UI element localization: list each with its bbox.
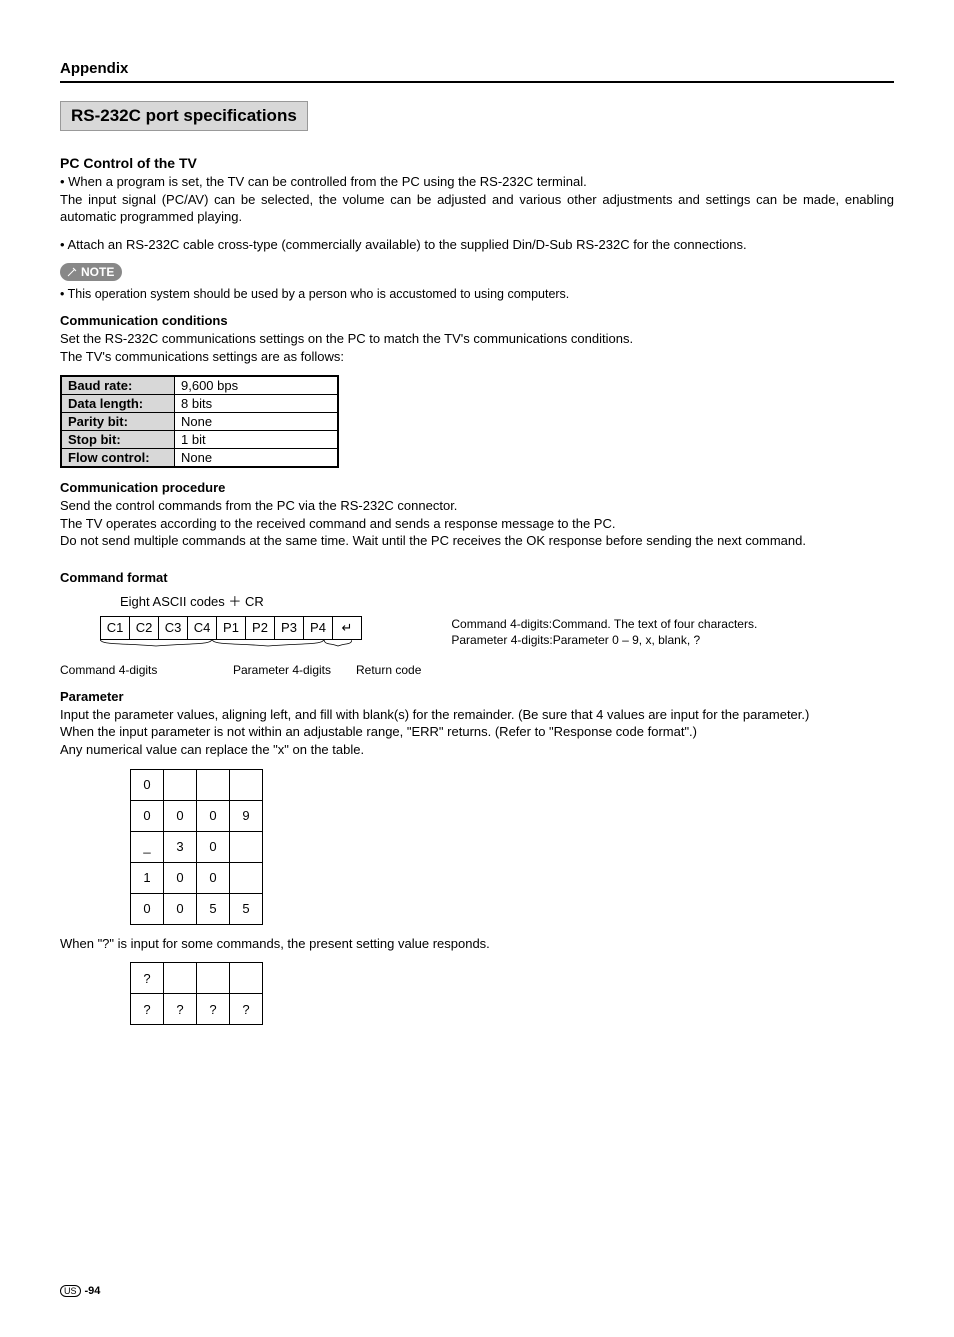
label-baud: Baud rate: [61,376,175,395]
parameter-text2: When the input parameter is not within a… [60,723,894,741]
value-stop-bit: 1 bit [175,431,339,449]
cmd-box-c1: C1 [100,616,130,640]
label-stop-bit: Stop bit: [61,431,175,449]
cell: 0 [164,862,197,893]
cmd-side-text2: Parameter 4-digits:Parameter 0 – 9, x, b… [451,632,757,648]
cell [164,963,197,994]
table-row: ???? [131,994,263,1025]
question-table: ? ???? [130,962,263,1025]
comm-procedure-heading: Communication procedure [60,480,894,495]
note-badge: NOTE [60,263,122,281]
pc-control-bullet1: • When a program is set, the TV can be c… [60,173,894,226]
cell: 3 [164,831,197,862]
cell: 1 [131,862,164,893]
comm-conditions-line2: The TV's communications settings are as … [60,348,894,366]
label-flow: Flow control: [61,449,175,468]
note-text: • This operation system should be used b… [60,287,894,301]
parameter-text1: Input the parameter values, aligning lef… [60,706,894,724]
cell: 0 [164,800,197,831]
parameter-heading: Parameter [60,689,894,704]
command-format-heading: Command format [60,570,894,585]
pc-control-heading: PC Control of the TV [60,155,894,171]
label-data-length: Data length: [61,395,175,413]
cell [164,769,197,800]
cell [230,862,263,893]
comm-procedure-line3: Do not send multiple commands at the sam… [60,532,894,550]
cell [197,769,230,800]
table-row: _30 [131,831,263,862]
cell: 0 [131,800,164,831]
cell: 0 [131,893,164,924]
under-label-command: Command 4-digits [60,663,172,677]
command-boxes: C1 C2 C3 C4 P1 P2 P3 P4 ↵ [100,616,421,640]
table-row: Baud rate:9,600 bps [61,376,338,395]
section-title: RS-232C port specifications [60,101,308,131]
cmd-side-text1: Command 4-digits:Command. The text of fo… [451,616,757,632]
value-flow: None [175,449,339,468]
cell: 9 [230,800,263,831]
pc-control-bullet2: • Attach an RS-232C cable cross-type (co… [60,236,894,254]
cell: 0 [197,862,230,893]
table-row: 0009 [131,800,263,831]
question-text: When "?" is input for some commands, the… [60,935,894,953]
page-footer: US -94 [60,1285,894,1297]
value-parity: None [175,413,339,431]
cell [197,963,230,994]
under-label-parameter: Parameter 4-digits [212,663,352,677]
cell: 0 [164,893,197,924]
cell: ? [197,994,230,1025]
cell [230,831,263,862]
under-label-return: Return code [356,663,421,677]
cell: 5 [197,893,230,924]
table-row: 100 [131,862,263,893]
cell: 0 [197,831,230,862]
parameter-text3: Any numerical value can replace the "x" … [60,741,894,759]
value-baud: 9,600 bps [175,376,339,395]
cell: _ [131,831,164,862]
cmd-box-p1: P1 [216,616,246,640]
value-data-length: 8 bits [175,395,339,413]
table-row: Flow control:None [61,449,338,468]
cmd-box-p2: P2 [245,616,275,640]
cell: ? [230,994,263,1025]
table-row: Data length:8 bits [61,395,338,413]
note-icon [66,266,78,278]
note-label: NOTE [81,265,114,279]
cell: 5 [230,893,263,924]
cell [230,769,263,800]
cell: 0 [131,769,164,800]
settings-table: Baud rate:9,600 bps Data length:8 bits P… [60,375,339,468]
cmd-box-c3: C3 [158,616,188,640]
region-badge: US [60,1285,81,1297]
comm-procedure-line2: The TV operates according to the receive… [60,515,894,533]
cell: 0 [197,800,230,831]
cmd-box-c4: C4 [187,616,217,640]
parameter-table: 0 0009 _30 100 0055 [130,769,263,925]
cell: ? [164,994,197,1025]
comm-procedure-line1: Send the control commands from the PC vi… [60,497,894,515]
comm-conditions-heading: Communication conditions [60,313,894,328]
label-parity: Parity bit: [61,413,175,431]
bracket-icon [100,639,352,653]
table-row: Stop bit:1 bit [61,431,338,449]
table-row: 0 [131,769,263,800]
ascii-label: Eight ASCII codes ＋ CR [120,591,894,610]
cmd-box-c2: C2 [129,616,159,640]
cell [230,963,263,994]
cell: ? [131,994,164,1025]
comm-conditions-line1: Set the RS-232C communications settings … [60,330,894,348]
cmd-box-p3: P3 [274,616,304,640]
cell: ? [131,963,164,994]
table-row: Parity bit:None [61,413,338,431]
page-number: -94 [85,1285,101,1297]
table-row: 0055 [131,893,263,924]
page-header: Appendix [60,60,894,77]
table-row: ? [131,963,263,994]
cmd-box-p4: P4 [303,616,333,640]
cmd-box-cr: ↵ [332,616,362,640]
